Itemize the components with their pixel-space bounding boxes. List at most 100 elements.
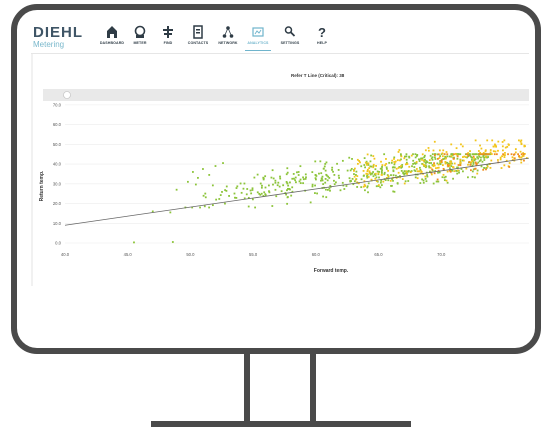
nav-item-help[interactable]: ? HELP bbox=[305, 24, 339, 52]
data-point bbox=[448, 155, 451, 158]
data-point bbox=[337, 174, 340, 177]
data-point bbox=[471, 170, 474, 173]
data-point bbox=[326, 188, 329, 191]
data-point bbox=[291, 186, 294, 189]
data-point bbox=[367, 164, 370, 166]
data-point bbox=[445, 151, 448, 153]
data-point bbox=[418, 160, 421, 162]
data-point bbox=[204, 196, 207, 199]
data-point bbox=[382, 180, 385, 183]
data-point bbox=[520, 158, 523, 161]
data-point bbox=[314, 192, 316, 194]
data-point bbox=[511, 158, 514, 161]
data-point bbox=[297, 174, 300, 176]
data-point bbox=[428, 170, 431, 173]
data-point bbox=[364, 166, 366, 169]
nav-item-find[interactable]: FIND bbox=[151, 24, 185, 52]
logo[interactable]: DIEHL Metering bbox=[33, 25, 83, 50]
nav-item-analytics[interactable]: ANALYTICS bbox=[241, 24, 275, 52]
data-point bbox=[518, 155, 521, 157]
data-point bbox=[348, 156, 351, 159]
data-point bbox=[378, 170, 381, 173]
data-point bbox=[492, 145, 495, 148]
data-point bbox=[260, 192, 263, 195]
data-point bbox=[495, 153, 498, 156]
data-point bbox=[381, 164, 384, 167]
data-point bbox=[483, 153, 486, 156]
data-point bbox=[426, 175, 429, 178]
data-point bbox=[487, 153, 490, 156]
data-point bbox=[316, 192, 319, 195]
data-point bbox=[392, 190, 395, 193]
data-point bbox=[407, 180, 410, 182]
data-point bbox=[456, 155, 459, 158]
data-point bbox=[331, 168, 333, 171]
data-point bbox=[453, 157, 455, 160]
data-point bbox=[364, 161, 367, 164]
data-point bbox=[299, 182, 302, 184]
data-point bbox=[416, 170, 419, 173]
zoom-handle[interactable] bbox=[63, 91, 71, 99]
data-point bbox=[490, 153, 493, 155]
data-point bbox=[428, 162, 431, 164]
data-point bbox=[478, 160, 481, 163]
nav-item-settings[interactable]: SETTINGS bbox=[273, 24, 307, 52]
data-point bbox=[367, 191, 369, 194]
data-point bbox=[366, 173, 369, 175]
data-point bbox=[393, 163, 396, 166]
data-point bbox=[390, 174, 392, 177]
nav-item-dashboard[interactable]: DASHBOARD bbox=[95, 24, 129, 52]
data-point bbox=[485, 166, 488, 169]
data-point bbox=[511, 156, 514, 159]
data-point bbox=[470, 158, 473, 161]
data-point-outlier bbox=[192, 171, 194, 173]
data-point bbox=[375, 176, 378, 179]
app-header: DIEHL Metering DASHBOARD METER bbox=[31, 21, 529, 54]
nav-item-meter[interactable]: METER bbox=[123, 24, 157, 52]
data-point bbox=[433, 163, 435, 166]
data-points bbox=[133, 139, 528, 244]
data-point bbox=[357, 162, 359, 165]
data-point bbox=[235, 187, 238, 189]
nav-item-network[interactable]: NETWORK bbox=[211, 24, 245, 52]
data-point bbox=[405, 161, 408, 164]
data-point bbox=[478, 155, 481, 158]
data-point bbox=[467, 176, 469, 179]
data-point bbox=[491, 139, 494, 142]
data-point bbox=[398, 149, 401, 151]
data-point bbox=[393, 190, 396, 193]
data-point bbox=[366, 186, 369, 189]
data-point bbox=[484, 149, 487, 152]
data-point bbox=[370, 165, 373, 168]
data-point bbox=[242, 187, 245, 190]
data-point bbox=[375, 180, 378, 182]
data-point bbox=[485, 155, 487, 158]
data-point bbox=[324, 163, 327, 165]
data-point bbox=[314, 174, 317, 176]
data-point bbox=[358, 160, 361, 162]
data-point bbox=[463, 155, 466, 158]
data-point bbox=[423, 164, 425, 166]
data-point bbox=[380, 172, 383, 174]
data-point bbox=[485, 168, 487, 171]
data-point bbox=[444, 161, 447, 163]
data-point bbox=[453, 153, 455, 156]
data-point bbox=[503, 156, 506, 158]
data-point bbox=[424, 177, 427, 180]
data-point bbox=[443, 176, 446, 179]
data-point bbox=[325, 161, 328, 164]
data-point bbox=[431, 156, 434, 159]
data-point bbox=[287, 184, 290, 187]
data-point bbox=[389, 179, 392, 182]
data-point bbox=[402, 171, 405, 174]
data-point bbox=[332, 170, 334, 173]
data-point bbox=[428, 159, 431, 162]
data-point bbox=[522, 154, 525, 157]
data-point bbox=[397, 166, 400, 169]
nav-item-contacts[interactable]: CONTACTS bbox=[181, 24, 215, 52]
data-point bbox=[275, 195, 278, 198]
data-point bbox=[433, 172, 436, 175]
nav-label: HELP bbox=[317, 41, 327, 45]
data-point bbox=[505, 159, 508, 162]
data-point bbox=[489, 151, 492, 154]
